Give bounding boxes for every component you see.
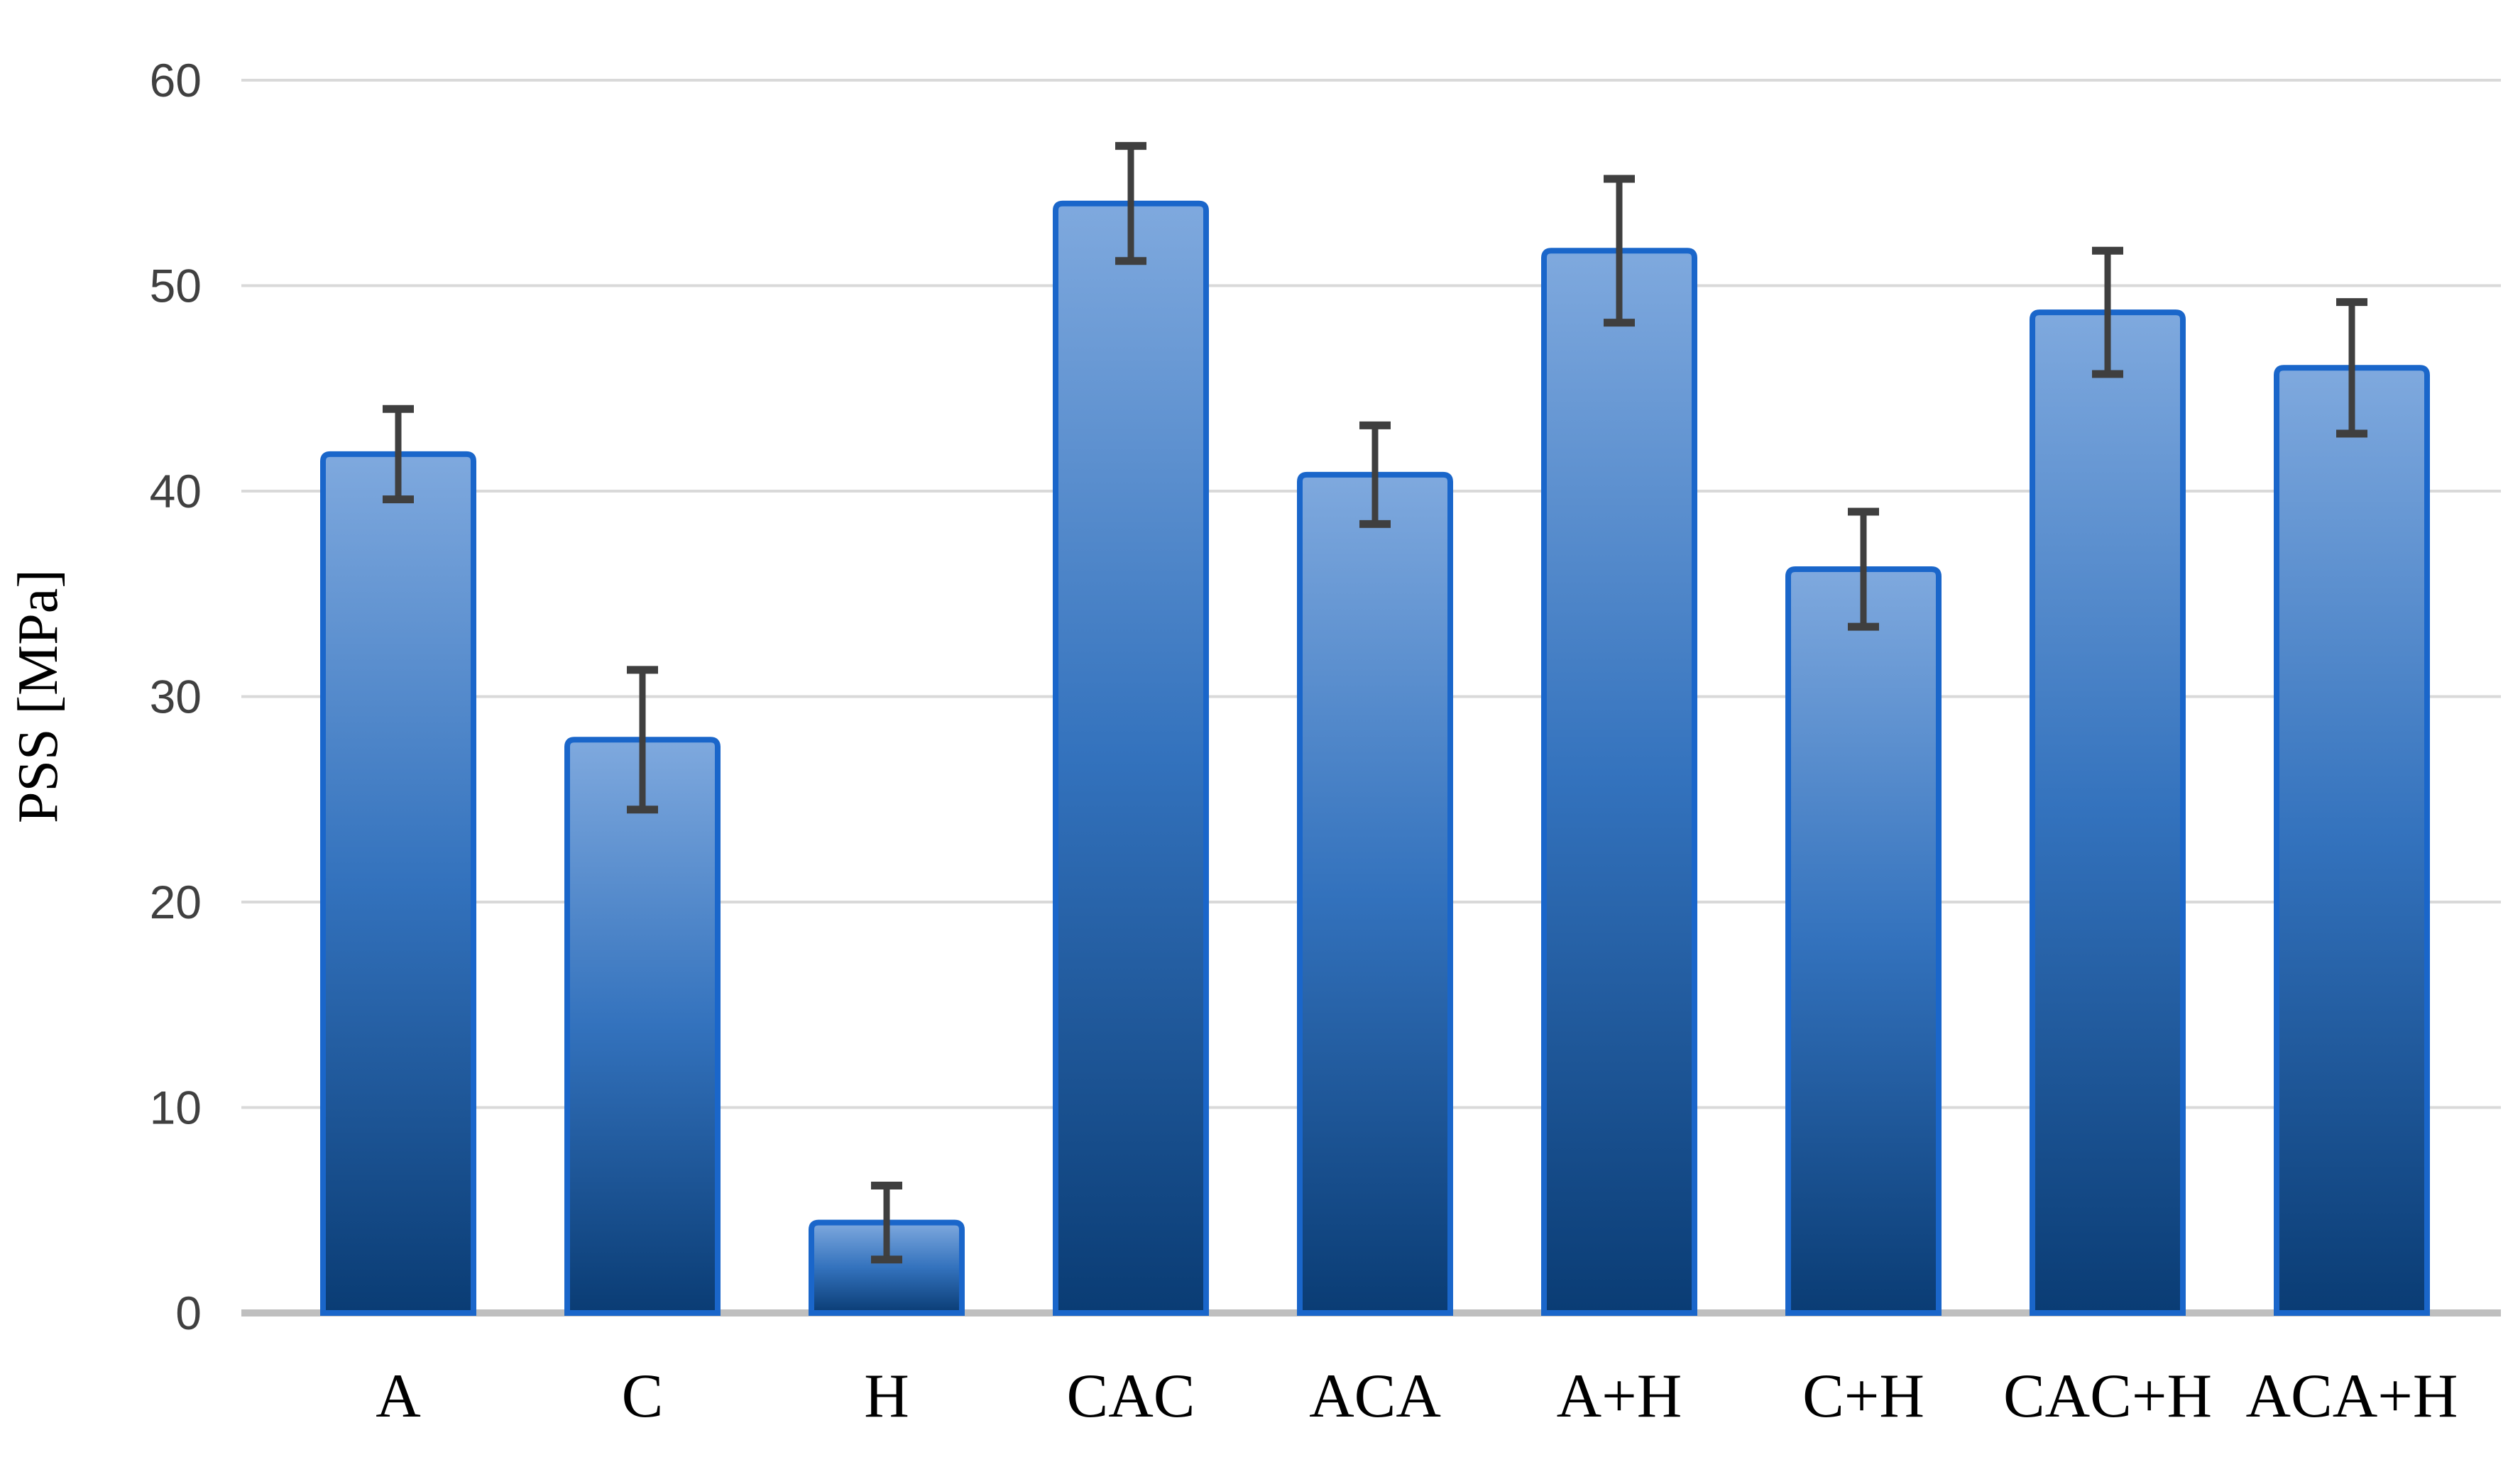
error-bar-h [871, 1182, 902, 1264]
bar-aplush [1541, 248, 1697, 1316]
error-bar-cac [1115, 142, 1146, 265]
y-tick-label: 40 [150, 465, 202, 517]
x-category-label-cacplush: CAC+H [2003, 1362, 2212, 1431]
x-category-label-a: A [376, 1362, 421, 1431]
bar-aca [1297, 471, 1453, 1316]
error-bar-a [383, 405, 414, 504]
bar-c [564, 737, 721, 1316]
x-category-label-aca: ACA [1309, 1362, 1441, 1431]
y-tick-label: 20 [150, 876, 202, 928]
y-tick-label: 10 [150, 1082, 202, 1134]
error-bar-aca [1359, 421, 1391, 528]
error-bar-layer [383, 142, 2367, 1264]
y-tick-label: 50 [150, 260, 202, 312]
y-axis-title: PSS [MPa] [7, 569, 70, 823]
bar-cacplush [2030, 309, 2186, 1316]
error-bar-acaplush [2336, 298, 2367, 438]
error-bar-cacplush [2092, 246, 2123, 378]
x-category-label-cac: CAC [1067, 1362, 1195, 1431]
bar-acaplush [2274, 365, 2430, 1316]
error-bar-aplush [1604, 175, 1635, 327]
x-category-label-aplush: A+H [1557, 1362, 1682, 1431]
x-category-label-h: H [864, 1362, 909, 1431]
bar-cplush [1785, 566, 1942, 1316]
x-category-label-cplush: C+H [1802, 1362, 1924, 1431]
y-tick-label: 0 [175, 1287, 202, 1339]
y-tick-label: 30 [150, 671, 202, 723]
x-category-label-acaplush: ACA+H [2246, 1362, 2458, 1431]
label-layer: 0 10 20 30 40 50 60 A C H CAC ACA A+H C+H CAC+H ACA+H [150, 54, 2458, 1431]
y-tick-label: 60 [150, 54, 202, 106]
bar-h [809, 1219, 965, 1316]
bar-a [320, 451, 476, 1316]
bar-layer [320, 200, 2430, 1316]
bar-cac [1053, 200, 1209, 1316]
error-bar-c [627, 666, 658, 814]
error-bar-cplush [1848, 507, 1879, 631]
x-category-label-c: C [622, 1362, 664, 1431]
